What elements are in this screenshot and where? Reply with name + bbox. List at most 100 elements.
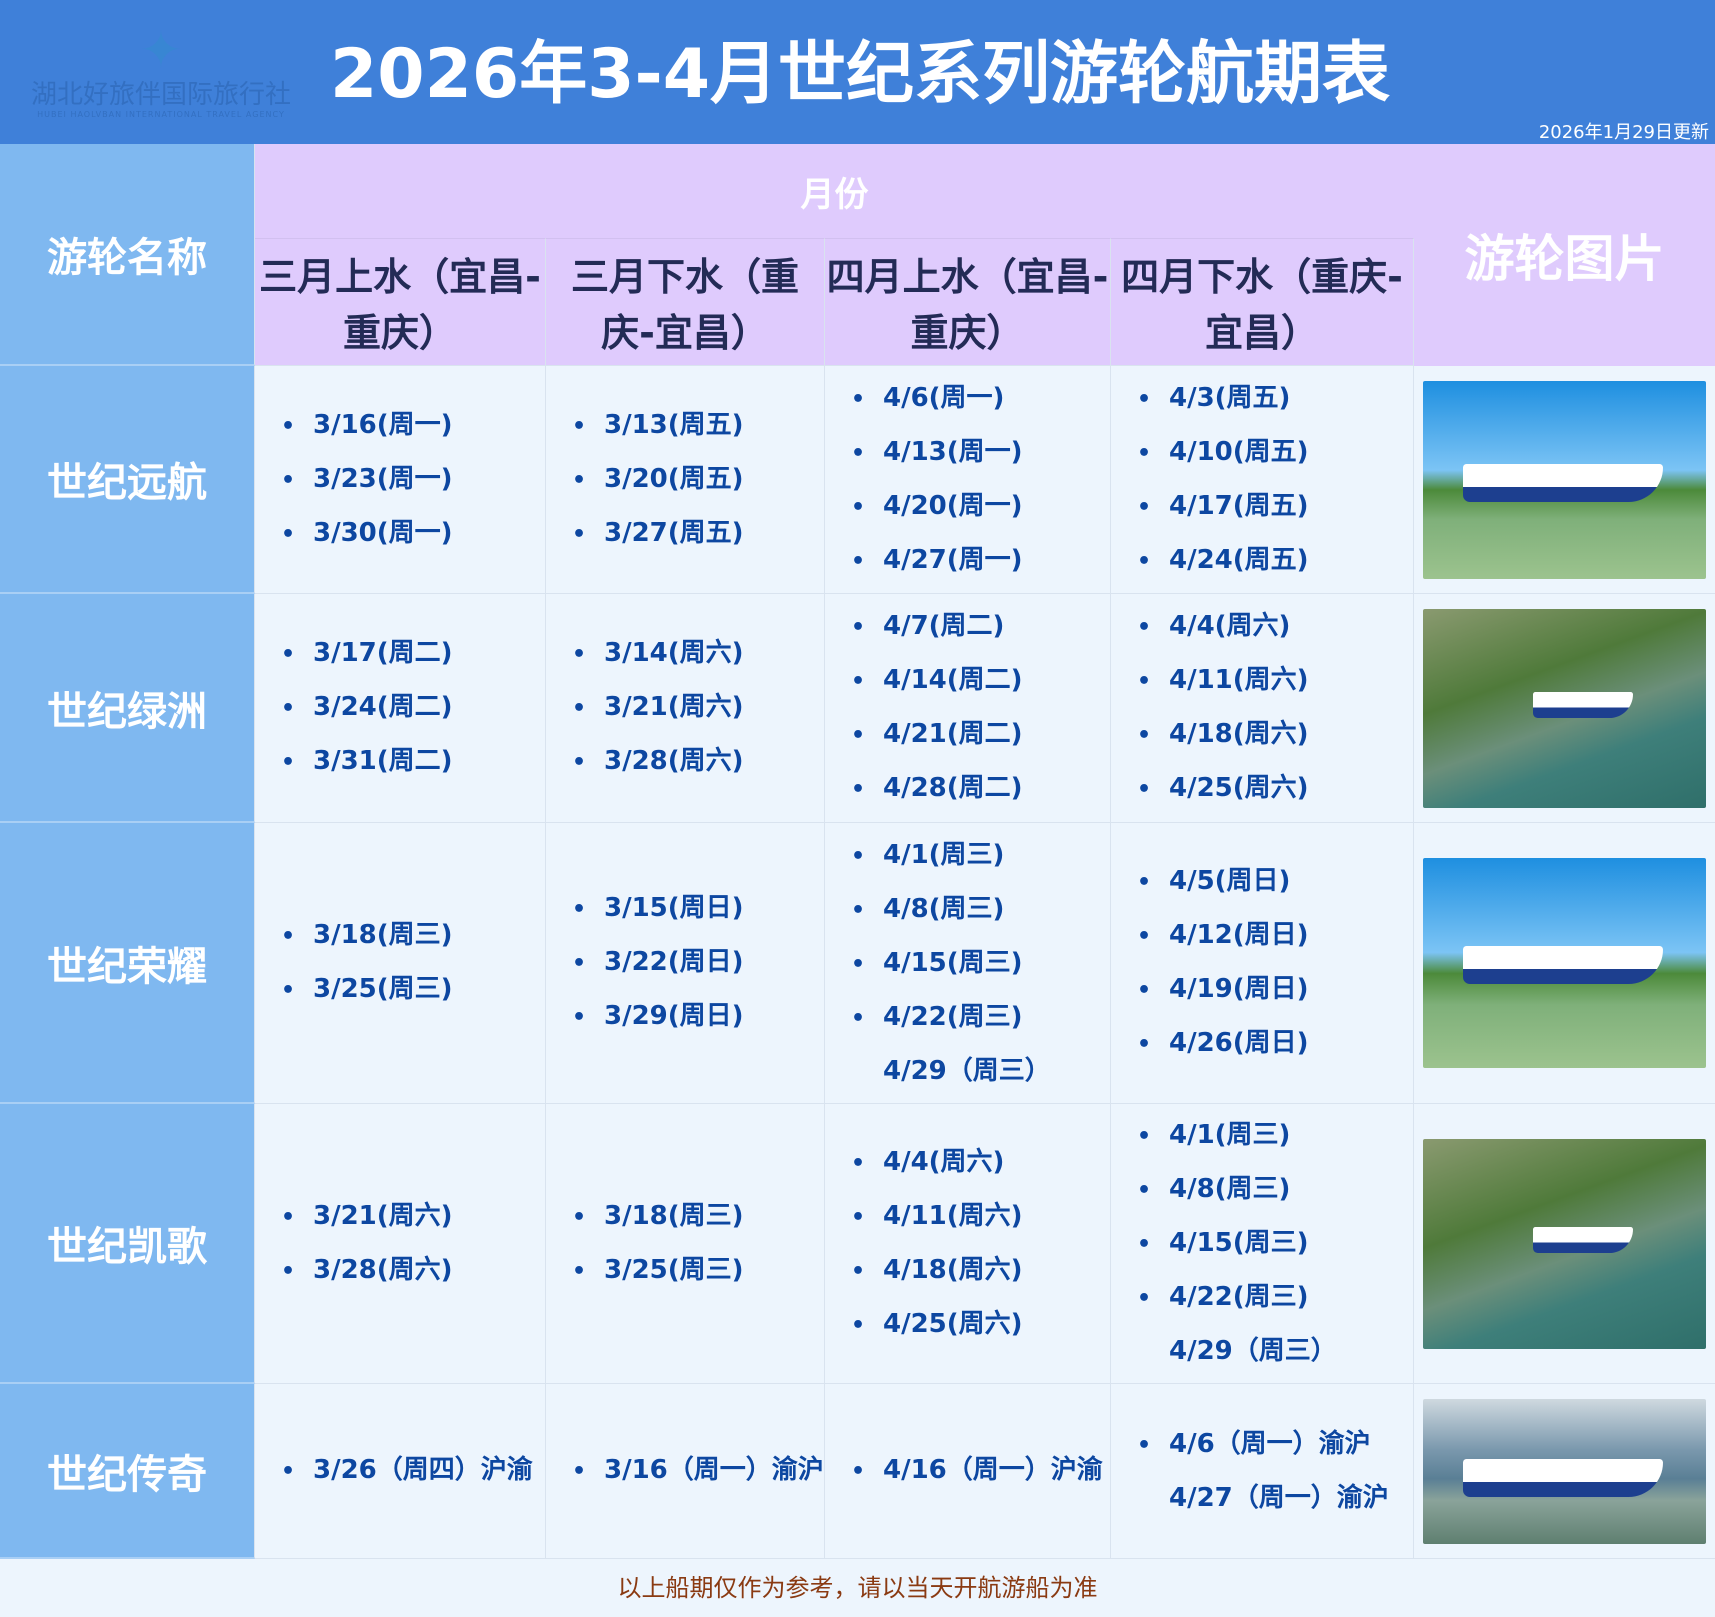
- bullet-icon: •: [851, 1204, 866, 1230]
- bullet-icon: •: [572, 696, 587, 721]
- bullet-icon: •: [851, 615, 866, 640]
- bullet-icon: •: [281, 642, 296, 667]
- date-text: 3/13(周五): [604, 409, 744, 440]
- departure-date: • 3/13(周五): [572, 399, 824, 453]
- date-text: 3/24(周二): [313, 692, 453, 722]
- bullet-icon: •: [851, 723, 866, 748]
- date-text: 4/22(周三): [883, 1001, 1023, 1032]
- month-header: 月份: [255, 144, 1414, 238]
- bullet-icon: •: [281, 924, 296, 949]
- departure-date: • 4/24(周五): [1137, 534, 1413, 588]
- bullet-icon: •: [572, 1459, 587, 1484]
- date-text: 4/18(周六): [1169, 719, 1309, 749]
- departure-date: • 3/31(周二): [281, 735, 545, 789]
- departure-date: • 3/28(周六): [281, 1244, 545, 1298]
- bullet-icon: •: [281, 521, 296, 547]
- update-date: 2026年1月29日更新: [1538, 122, 1709, 143]
- bullet-icon: •: [281, 467, 296, 493]
- ship-name-header: 游轮名称: [0, 144, 255, 366]
- departure-date: • 4/15(周三): [851, 937, 1110, 991]
- departure-date: • 4/5(周日): [1137, 855, 1413, 909]
- departure-date: • 3/30(周一): [281, 507, 545, 561]
- bullet-icon: •: [851, 1459, 866, 1484]
- date-text: 4/15(周三): [1169, 1228, 1309, 1258]
- departure-date: • 3/26（周四）沪渝: [281, 1444, 545, 1498]
- date-text: 4/13(周一): [883, 436, 1023, 467]
- ship-name: 世纪传奇: [0, 1384, 255, 1559]
- date-text: 3/28(周六): [313, 1254, 453, 1285]
- departure-date: • 4/19(周日): [1137, 963, 1413, 1017]
- ship-picture-cell: [1414, 366, 1715, 594]
- ship-name: 世纪凯歌: [0, 1104, 255, 1384]
- departure-date: • 4/26(周日): [1137, 1017, 1413, 1071]
- bullet-icon: •: [1137, 870, 1152, 895]
- date-text: 4/3(周五): [1169, 382, 1291, 413]
- departure-date: • 4/11(周六): [851, 1190, 1110, 1244]
- date-text: 4/6（周一）渝沪: [1169, 1428, 1371, 1459]
- date-text: 4/22(周三): [1169, 1282, 1309, 1312]
- departure-date: • 4/16（周一）沪渝: [851, 1444, 1110, 1498]
- date-text: 4/24(周五): [1169, 544, 1309, 575]
- departure-date: • 4/4(周六): [1137, 600, 1413, 654]
- bullet-icon: •: [281, 1258, 296, 1284]
- departure-date: • 4/28(周二): [851, 762, 1110, 816]
- logo-subtext: HUBEI HAOLVBAN INTERNATIONAL TRAVEL AGEN…: [37, 110, 285, 119]
- bullet-icon: •: [1137, 1232, 1152, 1257]
- date-text: 3/20(周五): [604, 463, 744, 494]
- departure-date: • 3/20(周五): [572, 453, 824, 507]
- agency-logo: ✦ 湖北好旅伴国际旅行社 HUBEI HAOLVBAN INTERNATIONA…: [26, 20, 296, 130]
- departure-date: • 3/15(周日): [572, 882, 824, 936]
- departure-date: • 4/4(周六): [851, 1136, 1110, 1190]
- bullet-icon: •: [1137, 615, 1152, 640]
- departure-date: • 3/29(周日): [572, 990, 824, 1044]
- date-text: 4/7(周二): [883, 611, 1005, 641]
- ship-picture-cell: [1414, 594, 1715, 823]
- date-text: 3/18(周三): [313, 920, 453, 950]
- logo-text: 湖北好旅伴国际旅行社: [30, 80, 291, 110]
- bullet-icon: •: [851, 1258, 866, 1284]
- bullet-icon: •: [1137, 494, 1152, 520]
- date-text: 4/28(周二): [883, 773, 1023, 803]
- date-cell: • 3/18(周三) • 3/25(周三): [546, 1104, 825, 1384]
- departure-date: • 3/25(周三): [572, 1244, 824, 1298]
- bullet-icon: •: [281, 978, 296, 1003]
- page-title: 2026年3-4月世纪系列游轮航期表: [329, 35, 1391, 114]
- departure-date: • 4/27(周一): [851, 534, 1110, 588]
- bullet-icon: •: [851, 386, 866, 412]
- page-header: ✦ 湖北好旅伴国际旅行社 HUBEI HAOLVBAN INTERNATIONA…: [0, 0, 1715, 144]
- bullet-icon: •: [572, 750, 587, 775]
- date-text: 3/25(周三): [313, 974, 453, 1004]
- date-text: 4/26(周日): [1169, 1028, 1309, 1058]
- date-text: 4/12(周日): [1169, 920, 1309, 950]
- bullet-icon: •: [572, 1204, 587, 1230]
- ship-icon: [1463, 463, 1663, 502]
- date-cell: • 4/1(周三) • 4/8(周三) • 4/15(周三) • 4/22(周三) 4/29（周…: [1111, 1104, 1414, 1384]
- departure-date: • 4/10(周五): [1137, 426, 1413, 480]
- bullet-icon: •: [851, 951, 866, 977]
- bullet-icon: •: [281, 1459, 296, 1484]
- bullet-icon: •: [851, 548, 866, 574]
- date-text: 4/18(周六): [883, 1254, 1023, 1285]
- departure-date: • 4/25(周六): [1137, 762, 1413, 816]
- bullet-icon: •: [572, 1258, 587, 1284]
- date-text: 4/1(周三): [883, 839, 1005, 870]
- bullet-icon: •: [281, 1204, 296, 1230]
- date-cell: • 4/3(周五) • 4/10(周五) • 4/17(周五) • 4/24(周五): [1111, 366, 1414, 594]
- date-text: 3/15(周日): [604, 893, 744, 923]
- departure-date: • 4/17(周五): [1137, 480, 1413, 534]
- date-text: 4/25(周六): [1169, 773, 1309, 803]
- departure-date: • 4/18(周六): [1137, 708, 1413, 762]
- departure-date: • 4/18(周六): [851, 1244, 1110, 1298]
- bullet-icon: •: [572, 1005, 587, 1030]
- bullet-icon: •: [281, 750, 296, 775]
- departure-date: • 3/21(周六): [572, 681, 824, 735]
- bullet-icon: •: [572, 642, 587, 667]
- date-text: 4/8(周三): [883, 893, 1005, 924]
- bullet-icon: •: [851, 777, 866, 802]
- ship-name: 世纪绿洲: [0, 594, 255, 823]
- departure-date: • 3/17(周二): [281, 627, 545, 681]
- date-text: 4/8(周三): [1169, 1174, 1291, 1204]
- date-text: 4/19(周日): [1169, 974, 1309, 1004]
- bullet-icon: •: [1137, 386, 1152, 412]
- footer-note: 以上船期仅作为参考，请以当天开航游船为准: [617, 1574, 1098, 1602]
